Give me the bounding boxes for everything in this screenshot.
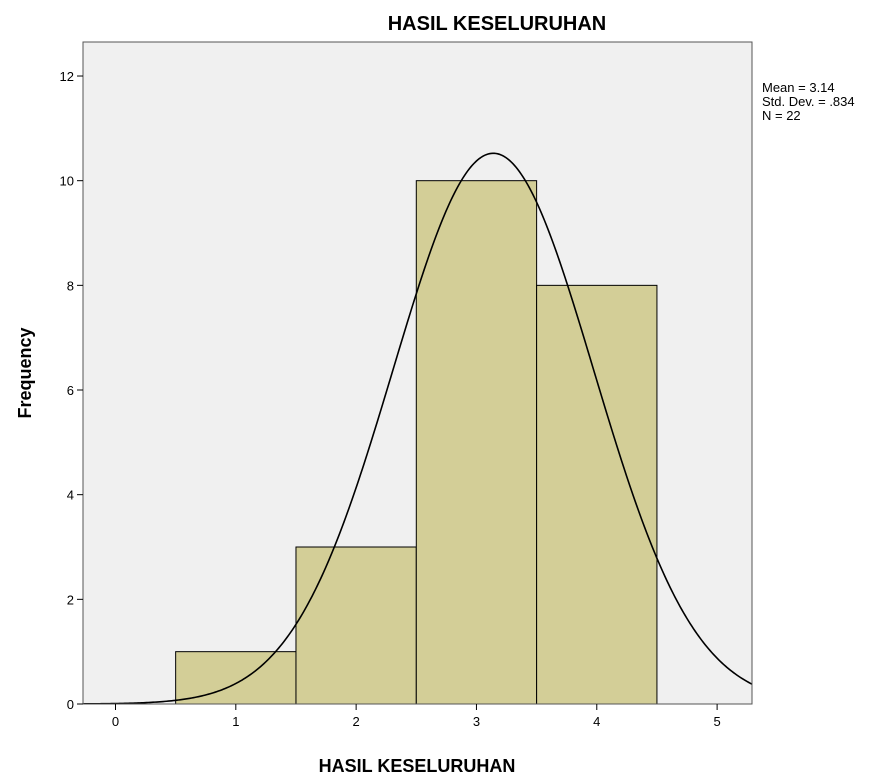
stats-label: N = 22: [762, 108, 801, 123]
y-tick-label: 4: [67, 488, 74, 503]
bar: [536, 284, 658, 705]
bar: [295, 546, 417, 705]
x-tick-label: 2: [353, 714, 360, 729]
stats-label: Mean = 3.14: [762, 80, 835, 95]
y-tick-label: 0: [67, 697, 74, 712]
y-axis-label: Frequency: [15, 327, 35, 418]
x-tick-label: 4: [593, 714, 600, 729]
y-tick-label: 12: [60, 69, 74, 84]
normal-curve: [83, 152, 752, 704]
y-tick-label: 10: [60, 174, 74, 189]
plot-frame: [82, 41, 753, 705]
y-tick-label: 8: [67, 278, 74, 293]
bar: [415, 180, 538, 705]
stats-label: Std. Dev. = .834: [762, 94, 855, 109]
x-tick-label: 5: [713, 714, 720, 729]
chart-title: HASIL KESELURUHAN: [388, 13, 607, 35]
x-tick-label: 1: [232, 714, 239, 729]
x-axis-label: HASIL KESELURUHAN: [319, 756, 516, 776]
y-tick-label: 6: [67, 383, 74, 398]
y-tick-label: 2: [67, 592, 74, 607]
x-tick-label: 0: [112, 714, 119, 729]
x-tick-label: 3: [473, 714, 480, 729]
bar: [175, 651, 297, 705]
